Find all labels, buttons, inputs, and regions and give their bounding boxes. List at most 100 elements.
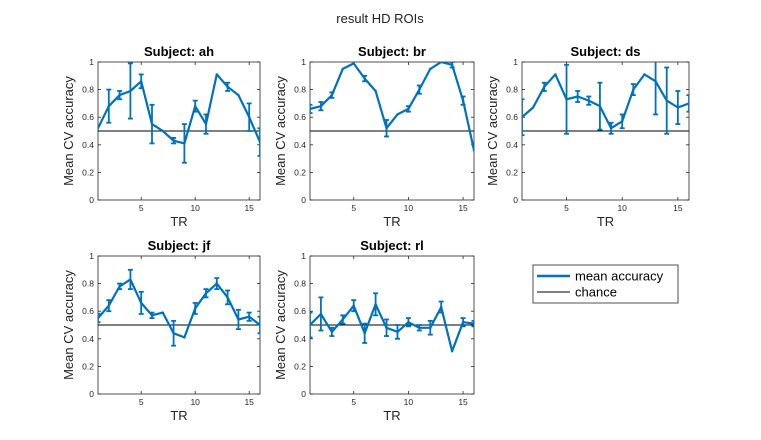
data-point bbox=[407, 107, 410, 111]
data-point bbox=[418, 326, 421, 329]
data-point bbox=[161, 311, 164, 314]
figure-title: result HD ROIs bbox=[336, 11, 424, 26]
data-point bbox=[632, 88, 635, 91]
subplot-title: Subject: rl bbox=[360, 238, 424, 253]
data-point bbox=[385, 326, 388, 329]
x-tick-label: 15 bbox=[673, 203, 683, 213]
data-point bbox=[319, 312, 323, 316]
x-tick-label: 10 bbox=[190, 397, 200, 407]
data-point bbox=[204, 122, 208, 126]
data-point bbox=[237, 93, 240, 97]
y-tick-label: 0.4 bbox=[506, 140, 518, 150]
y-tick-label: 1 bbox=[301, 57, 306, 67]
x-tick-label: 5 bbox=[351, 203, 356, 213]
subplot-5: Subject: rl TR Mean CV accuracy 0 0.2 0.4 0.6 0… bbox=[273, 238, 475, 423]
data-point bbox=[352, 62, 355, 65]
data-point bbox=[140, 80, 143, 83]
data-point bbox=[341, 67, 344, 71]
data-point bbox=[118, 285, 121, 288]
x-tick-label: 10 bbox=[190, 203, 200, 213]
data-point bbox=[396, 113, 399, 116]
y-axis-label: Mean CV accuracy bbox=[273, 270, 288, 380]
data-point bbox=[352, 304, 355, 307]
data-point bbox=[665, 99, 668, 102]
x-axis-label: TR bbox=[383, 214, 400, 229]
data-point bbox=[310, 107, 312, 111]
data-point bbox=[341, 318, 344, 321]
y-axis-label: Mean CV accuracy bbox=[61, 270, 76, 380]
data-point bbox=[258, 140, 260, 144]
series-group bbox=[98, 62, 260, 164]
data-point bbox=[172, 139, 175, 142]
data-point bbox=[226, 85, 229, 89]
subplot-title: Subject: ds bbox=[570, 44, 640, 59]
y-tick-label: 1 bbox=[513, 57, 518, 67]
data-point bbox=[363, 332, 366, 335]
data-point bbox=[248, 315, 251, 318]
series-group bbox=[522, 62, 689, 137]
data-point bbox=[310, 323, 312, 327]
subplot-3: Subject: ds TR Mean CV accuracy 0 0.2 0.4 0.6 0… bbox=[485, 44, 690, 229]
y-tick-label: 0.4 bbox=[82, 140, 94, 150]
data-point bbox=[654, 80, 657, 83]
y-tick-label: 0.4 bbox=[82, 334, 94, 344]
legend-box bbox=[532, 264, 679, 304]
data-point bbox=[258, 323, 260, 327]
y-tick-label: 0.2 bbox=[294, 167, 306, 177]
data-point bbox=[429, 326, 432, 329]
data-point bbox=[472, 149, 474, 152]
x-tick-label: 10 bbox=[404, 203, 414, 213]
x-tick-label: 10 bbox=[404, 397, 414, 407]
mean-accuracy-line bbox=[310, 62, 474, 151]
mean-accuracy-line bbox=[310, 303, 474, 353]
data-point bbox=[396, 330, 399, 334]
x-axis-label: TR bbox=[170, 408, 187, 423]
subplot-title: Subject: jf bbox=[148, 238, 212, 253]
y-tick-label: 0.8 bbox=[506, 85, 518, 95]
subplot-title: Subject: ah bbox=[144, 44, 214, 59]
x-tick-label: 10 bbox=[617, 203, 627, 213]
data-point bbox=[472, 322, 474, 325]
data-point bbox=[385, 127, 388, 130]
data-point bbox=[150, 314, 154, 317]
mean-accuracy-line bbox=[98, 73, 260, 145]
x-axis-label: TR bbox=[597, 214, 614, 229]
data-point bbox=[237, 318, 240, 321]
y-tick-label: 0.8 bbox=[82, 279, 94, 289]
data-point bbox=[461, 99, 465, 102]
y-tick-label: 0.8 bbox=[82, 85, 94, 95]
x-tick-label: 5 bbox=[351, 397, 356, 407]
data-point bbox=[98, 316, 100, 320]
data-point bbox=[118, 93, 121, 97]
subplot-4: Subject: jf TR Mean CV accuracy 0 0.2 0.4 0.6 0… bbox=[61, 238, 261, 423]
data-point bbox=[621, 120, 624, 123]
data-point bbox=[363, 77, 366, 80]
y-tick-label: 0.6 bbox=[294, 112, 306, 122]
y-tick-label: 0.4 bbox=[294, 140, 306, 150]
subplot-2: Subject: br TR Mean CV accuracy 0 0.2 0.4 0.6 0… bbox=[273, 44, 475, 229]
data-point bbox=[576, 95, 579, 98]
subplots: Subject: ah TR Mean CV accuracy 0 0.2 0.4 0.6 0… bbox=[61, 44, 690, 423]
data-point bbox=[319, 104, 323, 108]
series-group bbox=[310, 62, 474, 152]
data-point bbox=[140, 301, 143, 305]
data-point bbox=[226, 296, 229, 299]
y-tick-label: 0.2 bbox=[82, 167, 94, 177]
data-point bbox=[374, 89, 377, 93]
y-tick-label: 0.4 bbox=[294, 334, 306, 344]
data-point bbox=[531, 106, 535, 109]
data-point bbox=[194, 104, 197, 108]
y-tick-label: 0 bbox=[301, 389, 306, 399]
legend-chance-label: chance bbox=[575, 285, 617, 300]
data-point bbox=[183, 142, 186, 145]
data-point bbox=[161, 129, 164, 133]
y-tick-label: 0.6 bbox=[294, 306, 306, 316]
y-tick-label: 0.6 bbox=[82, 112, 94, 122]
data-point bbox=[440, 305, 443, 309]
y-tick-label: 1 bbox=[301, 251, 306, 261]
y-tick-label: 0 bbox=[89, 195, 94, 205]
data-point bbox=[183, 336, 186, 339]
subplot-1: Subject: ah TR Mean CV accuracy 0 0.2 0.4 0.6 0… bbox=[61, 44, 261, 229]
x-axis-label: TR bbox=[170, 214, 187, 229]
